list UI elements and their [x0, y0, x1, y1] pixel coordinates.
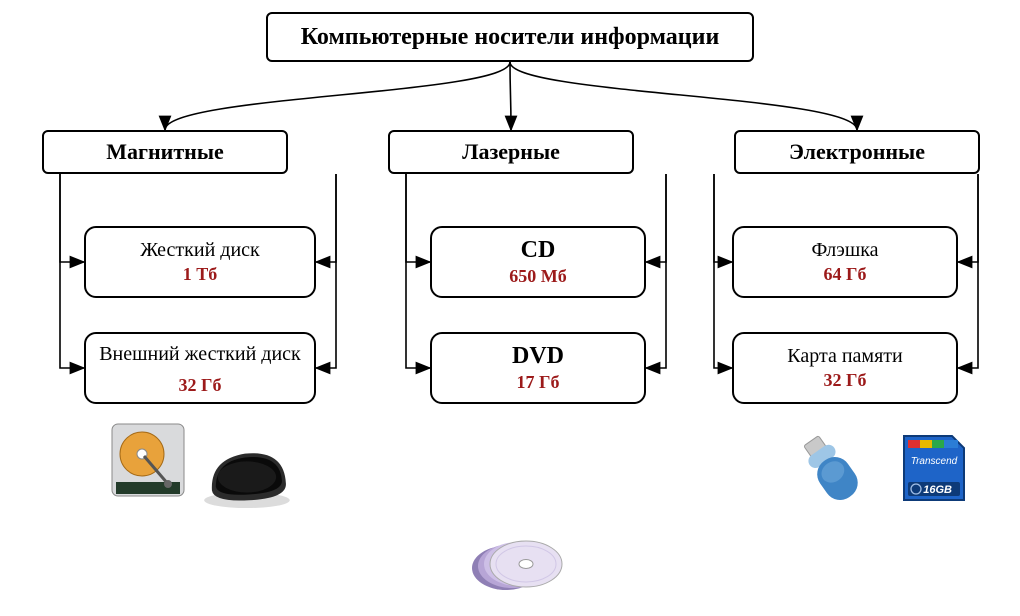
- diagram-title: Компьютерные носители информации: [301, 24, 720, 51]
- hdd-icon: [108, 420, 188, 500]
- external-hdd-icon: [196, 440, 294, 510]
- item-label: Карта памяти: [787, 345, 902, 368]
- usb-flash-icon: [796, 426, 874, 510]
- category-electronic: Электронные: [734, 130, 980, 174]
- category-label: Лазерные: [462, 139, 560, 165]
- sd-card-icon: Transcend 16GB: [894, 430, 972, 506]
- item-label: DVD: [512, 343, 564, 371]
- item-capacity: 64 Гб: [824, 264, 867, 285]
- item-capacity: 650 Мб: [509, 266, 567, 287]
- category-label: Магнитные: [106, 139, 224, 165]
- sd-brand-text: Transcend: [911, 456, 958, 467]
- category-magnetic: Магнитные: [42, 130, 288, 174]
- item-memory-card: Карта памяти 32 Гб: [732, 332, 958, 404]
- item-capacity: 32 Гб: [824, 370, 867, 391]
- connector-arrows: [0, 0, 1020, 616]
- item-external-hdd: Внешний жесткий диск 32 Гб: [84, 332, 316, 404]
- item-cd: CD 650 Мб: [430, 226, 646, 298]
- optical-discs-icon: [466, 536, 580, 596]
- diagram-title-box: Компьютерные носители информации: [266, 12, 754, 62]
- item-label: Жесткий диск: [140, 239, 260, 262]
- item-capacity: 1 Тб: [183, 264, 218, 285]
- item-label: Внешний жесткий диск: [99, 343, 301, 366]
- item-label: CD: [521, 237, 556, 265]
- item-capacity: 32 Гб: [179, 375, 222, 396]
- category-label: Электронные: [789, 139, 925, 165]
- item-label: Флэшка: [811, 239, 878, 262]
- sd-size-text: 16GB: [923, 484, 952, 496]
- category-laser: Лазерные: [388, 130, 634, 174]
- item-hdd: Жесткий диск 1 Тб: [84, 226, 316, 298]
- item-flash-drive: Флэшка 64 Гб: [732, 226, 958, 298]
- item-dvd: DVD 17 Гб: [430, 332, 646, 404]
- item-capacity: 17 Гб: [517, 372, 560, 393]
